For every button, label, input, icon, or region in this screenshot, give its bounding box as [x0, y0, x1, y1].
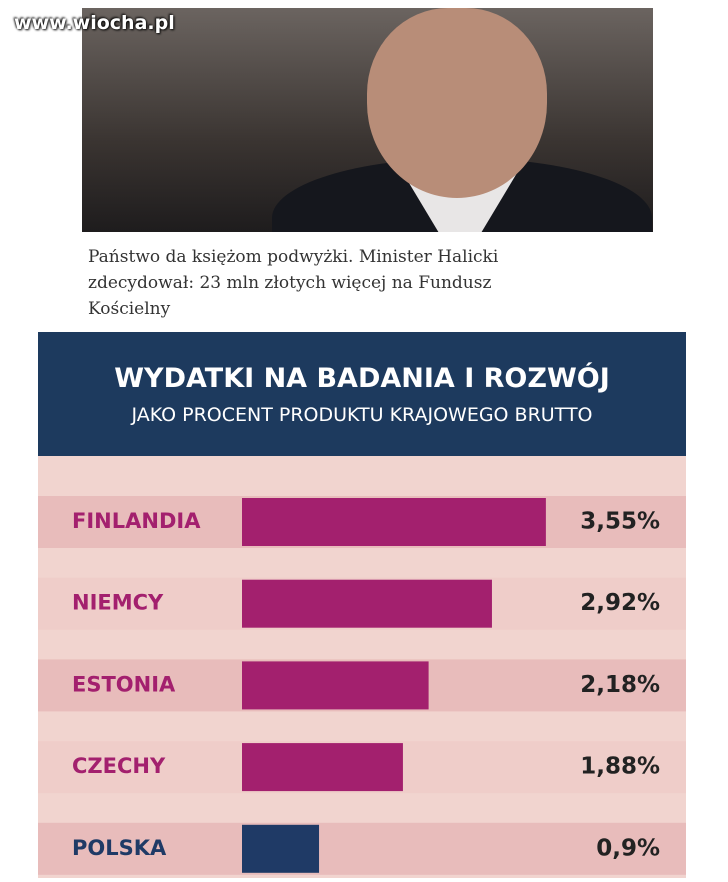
- photo: [82, 8, 653, 232]
- bar: [242, 498, 546, 546]
- caption: Państwo da księżom podwyżki. Minister Ha…: [88, 247, 499, 319]
- watermark: www.wiocha.pl: [14, 12, 175, 34]
- value-label: 2,18%: [580, 672, 660, 698]
- bar: [242, 824, 320, 873]
- value-label: 2,92%: [580, 590, 660, 616]
- chart-title: WYDATKI NA BADANIA I ROZWÓJ: [114, 362, 610, 394]
- photo-face: [367, 8, 547, 198]
- chart-header: [38, 332, 686, 456]
- bar: [242, 661, 429, 710]
- value-label: 0,9%: [596, 835, 660, 861]
- category-label: POLSKA: [72, 836, 167, 860]
- category-label: ESTONIA: [72, 672, 176, 696]
- value-label: 1,88%: [580, 754, 660, 780]
- bar: [242, 743, 403, 792]
- row-stripe: [38, 822, 686, 875]
- category-label: CZECHY: [72, 754, 166, 778]
- bar: [242, 579, 492, 628]
- value-label: 3,55%: [580, 509, 660, 535]
- category-label: NIEMCY: [72, 591, 164, 615]
- chart-subtitle: JAKO PROCENT PRODUKTU KRAJOWEGO BRUTTO: [130, 404, 592, 426]
- category-label: FINLANDIA: [72, 509, 201, 533]
